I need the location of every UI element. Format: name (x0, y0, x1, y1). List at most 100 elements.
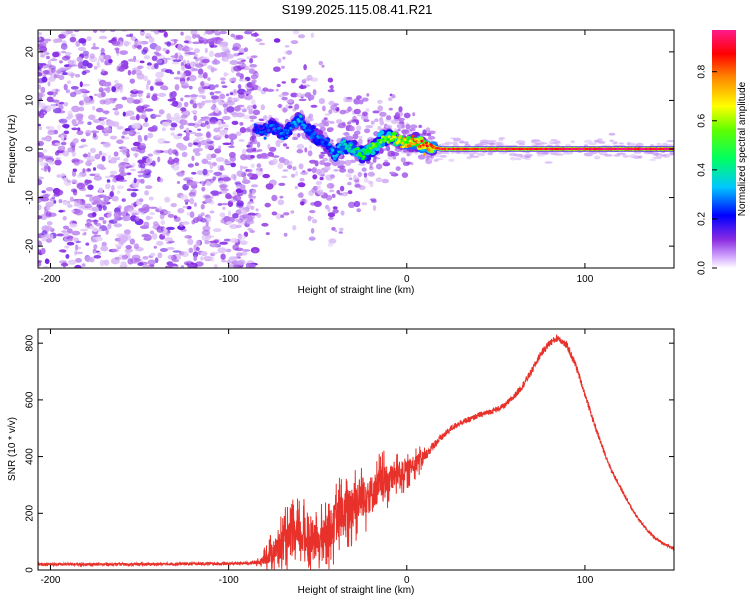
heatmap-noise-speckle (67, 147, 76, 153)
heatmap-transition-speckle (328, 238, 337, 244)
heatmap-transition-speckle (252, 109, 261, 116)
heatmap-noise-speckle (140, 178, 145, 184)
heatmap-noise-speckle (147, 35, 153, 39)
heatmap-noise-speckle (71, 209, 75, 213)
snr-frame (37, 328, 675, 571)
heatmap-noise-speckle (235, 183, 243, 189)
heatmap-noise-speckle (71, 119, 77, 125)
heatmap-noise-speckle (225, 248, 232, 253)
heatmap-noise-speckle (126, 97, 135, 104)
heatmap-noise-speckle (228, 256, 238, 260)
heatmap-transition-speckle (307, 117, 314, 122)
heatmap-transition-speckle (366, 93, 370, 97)
heatmap-transition-speckle (324, 122, 330, 127)
heatmap-transition-speckle (392, 155, 397, 160)
heatmap-noise-speckle (172, 59, 182, 63)
heatmap-noise-speckle (123, 229, 131, 235)
heatmap-transition-speckle (399, 121, 405, 125)
heatmap-noise-speckle (189, 197, 195, 205)
heatmap-transition-speckle (266, 88, 275, 92)
heatmap-noise-speckle (76, 130, 84, 136)
heatmap-transition-speckle (264, 202, 271, 208)
heatmap-noise-speckle (127, 258, 134, 265)
heatmap-carrier-cell (374, 144, 378, 148)
heatmap-noise-speckle (161, 231, 167, 236)
heatmap-y-label: Frequency (Hz) (7, 115, 18, 184)
heatmap-noise-speckle (99, 30, 106, 33)
heatmap-transition-speckle (356, 125, 362, 132)
heatmap-noise-speckle (211, 193, 217, 197)
heatmap-carrier-cell (409, 141, 413, 145)
heatmap-noise-speckle (53, 38, 59, 44)
heatmap-noise-speckle (100, 47, 105, 55)
heatmap-noise-speckle (123, 40, 130, 47)
y-tick-label: 0 (25, 146, 36, 152)
heatmap-transition-speckle (389, 171, 396, 175)
heatmap-carrier-halo (637, 155, 643, 159)
heatmap-noise-speckle (166, 113, 172, 120)
heatmap-transition-speckle (388, 107, 393, 111)
heatmap-noise-speckle (232, 244, 239, 251)
heatmap-carrier-cell (356, 147, 360, 151)
heatmap-carrier-cell (324, 138, 328, 141)
heatmap-noise-speckle (177, 43, 182, 51)
heatmap-transition-speckle (292, 225, 297, 231)
heatmap-noise-speckle (68, 259, 77, 265)
heatmap-noise-speckle (213, 264, 218, 268)
heatmap-noise-speckle (52, 92, 57, 97)
heatmap-noise-speckle (86, 221, 91, 228)
heatmap-transition-speckle (370, 120, 375, 125)
heatmap-noise-speckle (223, 58, 230, 63)
heatmap-noise-speckle (61, 72, 69, 76)
heatmap-noise-speckle (202, 181, 206, 186)
heatmap-noise-speckle (116, 190, 121, 194)
heatmap-transition-speckle (263, 115, 268, 121)
heatmap-noise-speckle (155, 45, 162, 52)
heatmap-noise-speckle (43, 265, 49, 268)
heatmap-carrier-cell (392, 131, 396, 135)
heatmap-transition-speckle (276, 83, 281, 88)
heatmap-noise-speckle (38, 84, 42, 90)
heatmap-noise-speckle (138, 207, 146, 212)
colorbar: 0.0 0.2 0.4 0.6 0.8 Normalized spectral ampl… (697, 30, 748, 275)
heatmap-noise-speckle (241, 179, 251, 185)
heatmap-transition-speckle (333, 169, 339, 172)
heatmap-transition-speckle (319, 160, 325, 166)
heatmap-transition-speckle (296, 92, 303, 98)
heatmap-transition-speckle (287, 105, 293, 109)
heatmap-noise-speckle (143, 75, 148, 82)
heatmap-transition-speckle (311, 20, 316, 25)
heatmap-transition-speckle (355, 119, 359, 126)
heatmap-noise-speckle (148, 196, 154, 201)
heatmap-noise-speckle (169, 71, 175, 75)
heatmap-noise-speckle (184, 47, 194, 51)
heatmap-noise-speckle (180, 61, 184, 67)
heatmap-noise-speckle (204, 198, 213, 204)
heatmap-noise-speckle (102, 205, 107, 211)
heatmap-noise-speckle (146, 62, 152, 66)
heatmap-noise-speckle (229, 238, 239, 244)
heatmap-transition-speckle (325, 174, 334, 181)
heatmap-noise-speckle (65, 254, 70, 259)
heatmap-noise-speckle (81, 144, 88, 147)
heatmap-carrier-halo (536, 153, 545, 157)
heatmap-carrier-halo (593, 155, 601, 160)
heatmap-carrier-halo (450, 151, 456, 154)
heatmap-noise-speckle (71, 127, 78, 131)
heatmap-noise-speckle (63, 130, 70, 135)
heatmap-noise-speckle (180, 97, 184, 102)
heatmap-noise-speckle (223, 238, 231, 242)
heatmap-noise-speckle (226, 100, 235, 106)
heatmap-carrier-cell (303, 124, 307, 128)
heatmap-noise-speckle (77, 204, 87, 210)
heatmap-transition-speckle (374, 118, 379, 122)
heatmap-noise-speckle (147, 153, 154, 157)
heatmap-noise-speckle (242, 166, 248, 169)
heatmap-noise-speckle (239, 165, 243, 171)
heatmap-noise-speckle (211, 59, 221, 65)
heatmap-noise-speckle (60, 262, 69, 267)
heatmap-noise-speckle (237, 234, 247, 240)
heatmap-carrier-halo (656, 142, 662, 146)
heatmap-noise-speckle (117, 211, 123, 216)
heatmap-carrier-halo (593, 139, 600, 143)
